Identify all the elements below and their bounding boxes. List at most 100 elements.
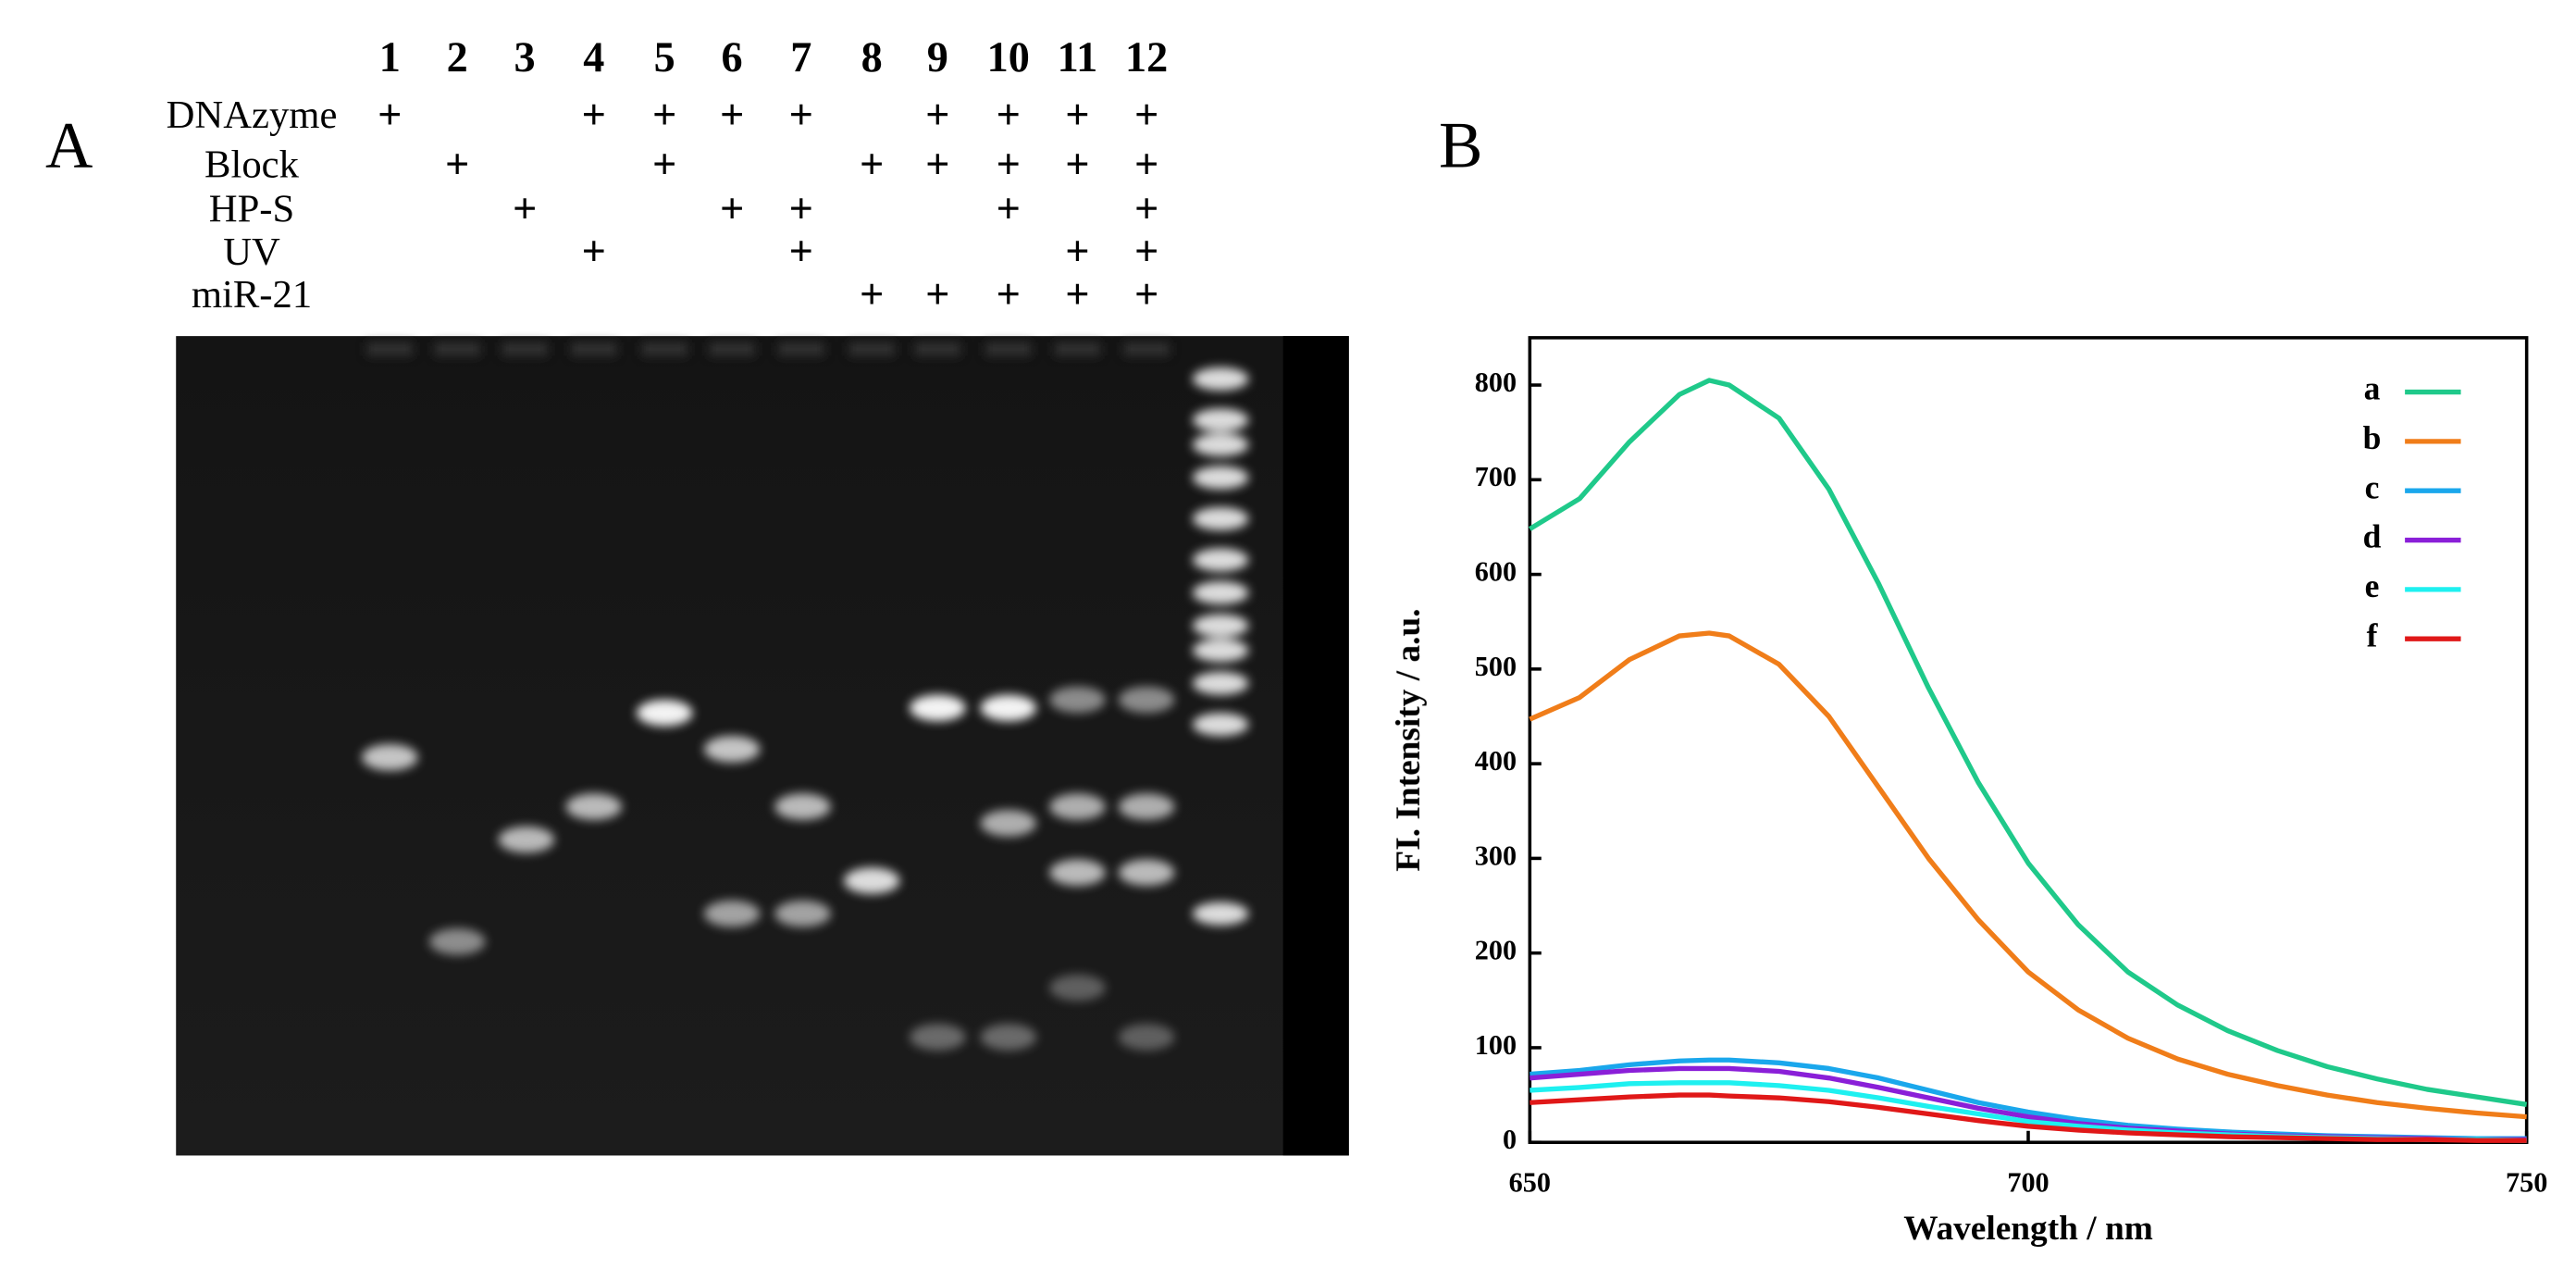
row-label: HP-S — [209, 188, 294, 231]
ladder-band — [1192, 548, 1249, 572]
lane-number: 8 — [861, 33, 883, 81]
row-label: DNAzyme — [167, 93, 338, 137]
plus-mark: + — [789, 91, 813, 138]
x-tick-label: 750 — [2506, 1166, 2547, 1198]
ladder-band — [1192, 639, 1249, 663]
plus-mark: + — [1134, 270, 1158, 317]
plus-mark: + — [789, 184, 813, 231]
gel-band — [637, 700, 693, 727]
plus-mark: + — [1134, 184, 1158, 231]
ladder-band — [1192, 713, 1249, 737]
lane-number: 9 — [927, 33, 948, 81]
row-label: Block — [204, 143, 300, 187]
lane-number: 1 — [379, 33, 401, 81]
plus-mark: + — [997, 91, 1021, 138]
x-tick-label: 700 — [2007, 1166, 2049, 1198]
legend-label: f — [2367, 616, 2379, 653]
well — [366, 342, 414, 356]
plus-mark: + — [1065, 91, 1089, 138]
series-line — [1530, 1092, 2527, 1143]
y-tick-label: 600 — [1475, 556, 1517, 588]
gel-band — [1049, 859, 1106, 886]
gel-band — [980, 1024, 1036, 1051]
gel-band — [910, 694, 966, 722]
lane-number: 12 — [1125, 33, 1168, 81]
gel-band — [844, 867, 900, 894]
gel-band — [1118, 859, 1175, 886]
y-tick-label: 100 — [1475, 1029, 1517, 1061]
gel-band — [1118, 1024, 1175, 1051]
legend-label: b — [2363, 419, 2382, 456]
plus-mark: + — [925, 270, 949, 317]
y-tick-label: 400 — [1475, 745, 1517, 777]
gel-band — [703, 736, 761, 763]
plus-mark: + — [1134, 228, 1158, 275]
gel-band — [1049, 974, 1106, 1001]
plus-mark: + — [860, 140, 884, 187]
gel-band — [703, 900, 761, 927]
plus-mark: + — [925, 140, 949, 187]
well — [434, 342, 481, 356]
lane-number: 2 — [447, 33, 468, 81]
series-line — [1529, 630, 2527, 1120]
legend-label: c — [2365, 468, 2380, 505]
y-tick-label: 700 — [1475, 461, 1517, 492]
well — [985, 342, 1032, 356]
plus-mark: + — [720, 91, 744, 138]
plot-frame — [1528, 336, 2529, 1144]
ladder-band — [1192, 433, 1249, 456]
ladder-band — [1192, 581, 1249, 604]
gel-band — [1118, 686, 1175, 714]
well — [641, 342, 688, 356]
x-tick-label: 650 — [1509, 1166, 1551, 1198]
ladder-band — [1192, 614, 1249, 638]
ladder-band — [1192, 367, 1249, 391]
plus-mark: + — [582, 228, 606, 275]
gel-image — [176, 336, 1349, 1156]
lane-number: 3 — [514, 33, 536, 81]
lane-number: 6 — [722, 33, 743, 81]
lane-number: 4 — [583, 33, 604, 81]
well — [777, 342, 824, 356]
y-axis-label: FI. Intensity / a.u. — [1390, 608, 1428, 871]
plus-mark: + — [652, 91, 676, 138]
gel-band — [565, 793, 622, 820]
lane-number: 10 — [987, 33, 1030, 81]
lane-number: 5 — [654, 33, 675, 81]
lane-number: 11 — [1058, 33, 1098, 81]
gel-band — [910, 1024, 966, 1051]
ladder-band — [1192, 902, 1249, 926]
gel-band — [362, 744, 418, 771]
well — [914, 342, 961, 356]
row-label: miR-21 — [192, 273, 312, 317]
plus-mark: + — [925, 91, 949, 138]
gel-bands — [362, 342, 1249, 1051]
plus-mark: + — [1065, 140, 1089, 187]
legend-label: d — [2363, 518, 2382, 555]
ladder-band — [1192, 408, 1249, 432]
gel-band — [980, 810, 1036, 837]
well — [848, 342, 896, 356]
plus-mark: + — [1134, 140, 1158, 187]
plus-mark: + — [720, 184, 744, 231]
well — [570, 342, 617, 356]
plus-mark: + — [997, 140, 1021, 187]
lane-number: 7 — [790, 33, 811, 81]
gel-band — [774, 793, 831, 820]
gel-band — [1049, 793, 1106, 820]
plus-mark: + — [378, 91, 402, 138]
legend-label: a — [2364, 370, 2381, 407]
y-tick-label: 500 — [1475, 651, 1517, 682]
plus-mark: + — [997, 270, 1021, 317]
series-line — [1528, 378, 2528, 1107]
well — [502, 342, 548, 356]
plus-mark: + — [1134, 91, 1158, 138]
row-label: UV — [223, 230, 280, 274]
panel-label: A — [45, 109, 93, 181]
gel-edge — [1282, 336, 1349, 1156]
y-tick-label: 0 — [1503, 1124, 1517, 1155]
gel-band — [980, 694, 1036, 722]
panel-label: B — [1439, 109, 1482, 181]
legend-label: e — [2365, 567, 2380, 604]
